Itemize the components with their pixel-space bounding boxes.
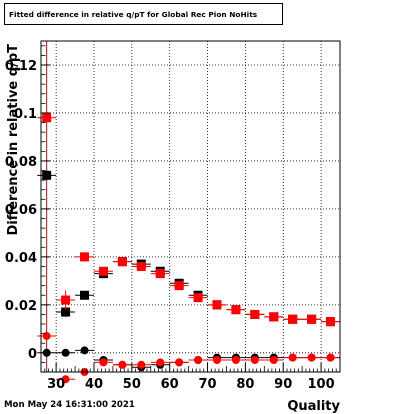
data-point-circle [156,358,165,367]
x-tick-label: 30 [47,377,65,392]
x-tick-label: 90 [274,377,292,392]
x-tick-label: 70 [198,377,216,392]
data-point-circle [250,356,259,365]
x-axis-title: Quality [287,399,340,414]
data-point-circle [99,358,108,367]
data-point-square [174,281,184,291]
data-point-square [231,305,241,315]
data-point-square [117,257,127,267]
data-point-square [42,113,52,123]
x-tick-label: 60 [161,377,179,392]
data-point-square [42,170,52,180]
data-point-square [193,293,203,303]
grid-lines [41,41,340,372]
data-point-square [61,295,71,305]
x-tick-label: 100 [308,377,335,392]
y-tick-label: 0.02 [5,299,37,314]
x-tick-label: 80 [236,377,254,392]
data-point-square [288,314,298,324]
data-point-square [326,317,336,327]
y-tick-label: 0.08 [5,155,37,170]
x-tick-label: 40 [85,377,103,392]
data-point-square [98,266,108,276]
data-point-circle [118,360,127,369]
y-tick-label: 0.1 [14,107,37,122]
data-point-circle [231,356,240,365]
tick-labels: 30 40 50 60 70 80 90 100 0 0.02 0.04 0.06 0.08 0.1 0.1… [5,59,335,392]
data-point-circle [61,375,70,384]
data-point-circle [326,353,335,362]
series-1 [37,170,340,327]
data-point-circle [61,348,70,357]
chart-title-box: Fitted difference in relative q/pT for G… [4,3,283,25]
data-point-square [250,309,260,319]
data-point-circle [212,356,221,365]
y-tick-label: 0.04 [5,251,37,266]
data-point-circle [80,346,89,355]
plot-frame [40,40,341,373]
y-axis-title: Difference in relative q/pT [6,44,21,236]
data-point-circle [288,353,297,362]
data-point-circle [194,356,203,365]
data-point-square [155,269,165,279]
y-tick-label: 0 [28,347,37,362]
data-point-square [136,261,146,271]
data-point-circle [175,358,184,367]
axis-ticks [40,45,341,373]
data-point-square [80,252,90,262]
data-point-square [307,314,317,324]
timestamp-label: Mon May 24 16:31:00 2021 [4,400,135,410]
chart-title: Fitted difference in relative q/pT for G… [9,9,258,19]
x-tick-label: 50 [123,377,141,392]
y-tick-label: 0.12 [5,59,37,74]
data-point-square [269,312,279,322]
series-2 [37,112,340,327]
data-point-circle [42,332,51,341]
data-point-circle [137,360,146,369]
y-tick-label: 0.06 [5,203,37,218]
data-point-square [80,290,90,300]
data-point-square [212,300,222,310]
series-4 [37,332,340,384]
data-series [37,112,340,384]
data-point-circle [307,353,316,362]
data-point-square [61,307,71,317]
data-point-circle [269,356,278,365]
